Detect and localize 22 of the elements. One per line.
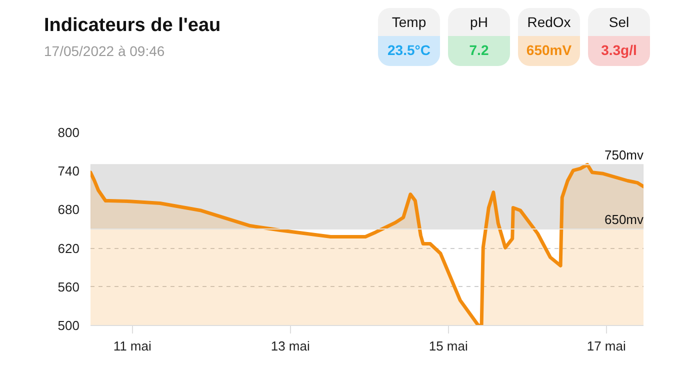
text: 23.5°C bbox=[378, 36, 440, 66]
x-tick-label: 15 mai bbox=[428, 338, 468, 354]
text: RedOx bbox=[518, 8, 580, 36]
ref-line-label: 650mv bbox=[604, 212, 644, 227]
chart-subtitle: 17/05/2022 à 09:46 bbox=[44, 42, 166, 62]
x-tick-label: 13 mai bbox=[270, 338, 310, 354]
x-tick-label: 11 mai bbox=[113, 338, 152, 354]
text: 3.3g/l bbox=[588, 36, 650, 66]
chart-title: Indicateurs de l'eau bbox=[44, 14, 221, 38]
y-tick-label: 560 bbox=[58, 279, 80, 294]
text: 7.2 bbox=[448, 36, 510, 66]
y-tick-label: 500 bbox=[58, 318, 80, 333]
text: Temp bbox=[378, 8, 440, 36]
y-tick-label: 680 bbox=[58, 202, 80, 218]
y-tick-label: 740 bbox=[58, 164, 80, 179]
ref-line-label: 750mv bbox=[604, 148, 644, 163]
text: Sel bbox=[588, 8, 650, 36]
x-tick-label: 17 mai bbox=[586, 338, 626, 354]
y-tick-label: 800 bbox=[58, 125, 80, 140]
y-tick-label: 620 bbox=[58, 240, 80, 256]
text: 650mV bbox=[518, 36, 580, 66]
text: pH bbox=[448, 8, 510, 36]
